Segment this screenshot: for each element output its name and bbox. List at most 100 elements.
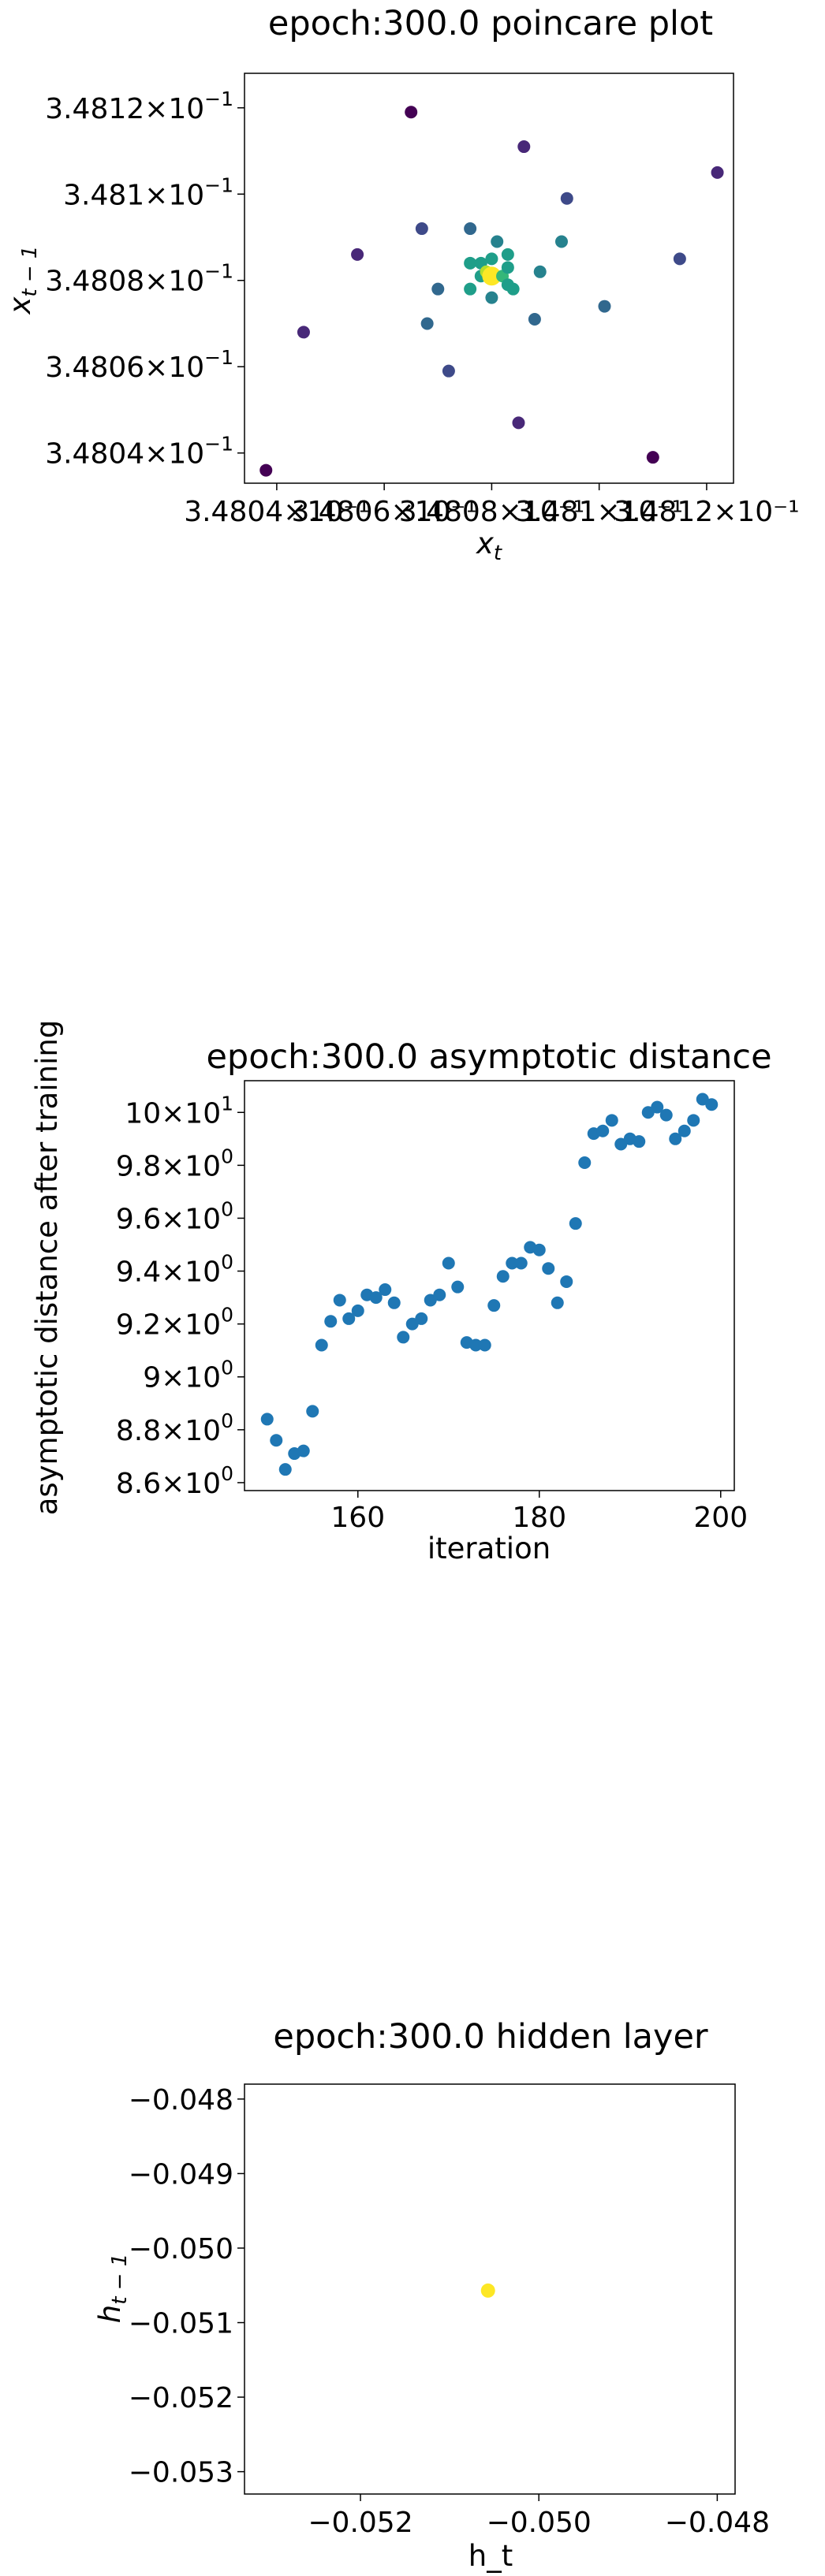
distance-point	[659, 1108, 673, 1122]
poincare-point	[560, 192, 573, 205]
hidden-layer-x-ticks: −0.052 −0.050 −0.048	[308, 2494, 770, 2539]
poincare-point	[512, 416, 525, 430]
poincare-plot-title: epoch:300.0 poincare plot	[268, 4, 713, 43]
poincare-y-tick-label: 3.481×10−1	[63, 173, 233, 211]
distance-point	[351, 1304, 364, 1317]
distance-y-tick-label: 8.6×100	[116, 1462, 233, 1500]
hidden-x-tick-label: −0.050	[487, 2507, 592, 2539]
distance-point	[687, 1114, 700, 1127]
distance-point	[551, 1296, 564, 1309]
distance-point	[705, 1098, 719, 1111]
hidden-layer-points	[480, 2283, 495, 2298]
distance-point	[315, 1338, 328, 1352]
poincare-plot-points	[259, 106, 724, 477]
distance-point	[379, 1283, 392, 1297]
distance-point	[669, 1132, 682, 1145]
poincare-point	[517, 140, 531, 154]
hidden-y-tick-label: −0.053	[129, 2457, 233, 2489]
poincare-plot-xlabel: xt	[476, 527, 502, 565]
asymptotic-distance-y-ticks: 8.6×100 8.8×100 9×100 9.2×100 9.4×100 9.6×100…	[116, 1092, 245, 1500]
poincare-point	[351, 248, 364, 261]
poincare-point	[420, 317, 434, 330]
distance-point	[397, 1331, 410, 1344]
distance-y-tick-label: 10×101	[125, 1092, 233, 1130]
distance-y-tick-label: 8.8×100	[116, 1409, 233, 1447]
hidden-y-tick-label: −0.052	[129, 2382, 233, 2414]
hidden-y-tick-label: −0.050	[129, 2233, 233, 2265]
poincare-point	[491, 235, 504, 248]
poincare-point	[442, 364, 455, 378]
hidden-layer-title: epoch:300.0 hidden layer	[273, 2017, 708, 2057]
poincare-point	[464, 256, 477, 270]
distance-y-tick-label: 9.8×100	[116, 1145, 233, 1182]
distance-point	[442, 1256, 455, 1270]
distance-point	[478, 1338, 491, 1352]
asymptotic-distance-xlabel: iteration	[427, 1532, 551, 1565]
poincare-plot-x-ticks: 3.4804×10⁻¹3.4806×10⁻¹3.4808×10⁻¹3.481×1…	[184, 483, 800, 528]
distance-point	[596, 1124, 610, 1137]
distance-point	[433, 1288, 446, 1301]
asymptotic-distance-title: epoch:300.0 asymptotic distance	[206, 1037, 771, 1077]
distance-point	[633, 1135, 646, 1148]
poincare-point	[501, 248, 514, 261]
distance-y-tick-label: 9.2×100	[116, 1304, 233, 1342]
hidden-layer-ylabel: ht − 1	[93, 2254, 132, 2324]
poincare-point	[431, 282, 445, 296]
hidden-y-tick-label: −0.048	[129, 2084, 233, 2116]
distance-point	[333, 1294, 346, 1307]
poincare-point	[646, 451, 659, 464]
poincare-point	[259, 463, 273, 477]
poincare-y-tick-label: 3.4808×10−1	[45, 260, 233, 298]
distance-point	[278, 1463, 292, 1476]
poincare-plot: epoch:300.0 poincare plot 3.4804×10−13.4…	[3, 4, 800, 565]
poincare-point	[501, 261, 514, 274]
distance-point	[496, 1270, 510, 1283]
poincare-point	[485, 252, 498, 266]
poincare-x-tick-label: 3.4804×10⁻¹	[184, 496, 369, 528]
poincare-x-tick-label: 3.4808×10⁻¹	[399, 496, 584, 528]
poincare-plot-ylabel: xt − 1	[3, 246, 42, 315]
hidden-layer-xlabel: h_t	[468, 2539, 513, 2573]
distance-point	[469, 1338, 483, 1352]
poincare-x-tick-label: 3.481×10⁻¹	[515, 496, 682, 528]
distance-point	[487, 1299, 501, 1312]
distance-y-tick-label: 9.4×100	[116, 1251, 233, 1289]
distance-point	[569, 1217, 582, 1230]
hidden-y-tick-label: −0.049	[129, 2158, 233, 2191]
distance-point	[306, 1405, 319, 1418]
poincare-point	[533, 265, 547, 278]
distance-point	[369, 1291, 383, 1305]
asymptotic-distance-x-ticks: 160 180 200	[330, 1491, 748, 1534]
distance-point	[270, 1434, 283, 1447]
poincare-plot-frame	[244, 73, 734, 484]
distance-point	[605, 1114, 618, 1127]
poincare-point	[528, 313, 541, 326]
poincare-point	[405, 106, 418, 119]
distance-y-tick-label: 9×100	[143, 1357, 233, 1394]
poincare-y-tick-label: 3.4812×10−1	[45, 87, 233, 125]
distance-point	[651, 1100, 664, 1114]
poincare-point	[464, 222, 477, 236]
distance-point	[297, 1444, 310, 1457]
asymptotic-distance-frame	[244, 1080, 735, 1491]
poincare-plot-y-ticks: 3.4804×10−1 3.4806×10−1 3.4808×10−1 3.481×1…	[45, 87, 245, 471]
hidden-layer-frame	[244, 2083, 736, 2495]
poincare-point	[598, 300, 611, 313]
distance-x-tick-label: 160	[330, 1502, 385, 1534]
distance-point	[324, 1315, 338, 1328]
distance-y-tick-label: 9.6×100	[116, 1197, 233, 1235]
asymptotic-distance-ylabel: asymptotic distance after training	[30, 1020, 64, 1516]
hidden-x-tick-label: −0.052	[308, 2507, 412, 2539]
poincare-y-tick-label: 3.4804×10−1	[45, 433, 233, 471]
poincare-point	[506, 282, 520, 296]
distance-point	[387, 1296, 401, 1309]
poincare-point	[485, 291, 498, 304]
distance-x-tick-label: 180	[512, 1502, 566, 1534]
hidden-layer-plot: epoch:300.0 hidden layer −0.053 −0.052 −0.…	[93, 2017, 770, 2573]
hidden-y-tick-label: −0.051	[129, 2308, 233, 2340]
poincare-point	[464, 282, 477, 296]
distance-point	[542, 1262, 555, 1275]
distance-point	[514, 1256, 528, 1270]
poincare-x-tick-label: 3.4812×10⁻¹	[614, 496, 799, 528]
